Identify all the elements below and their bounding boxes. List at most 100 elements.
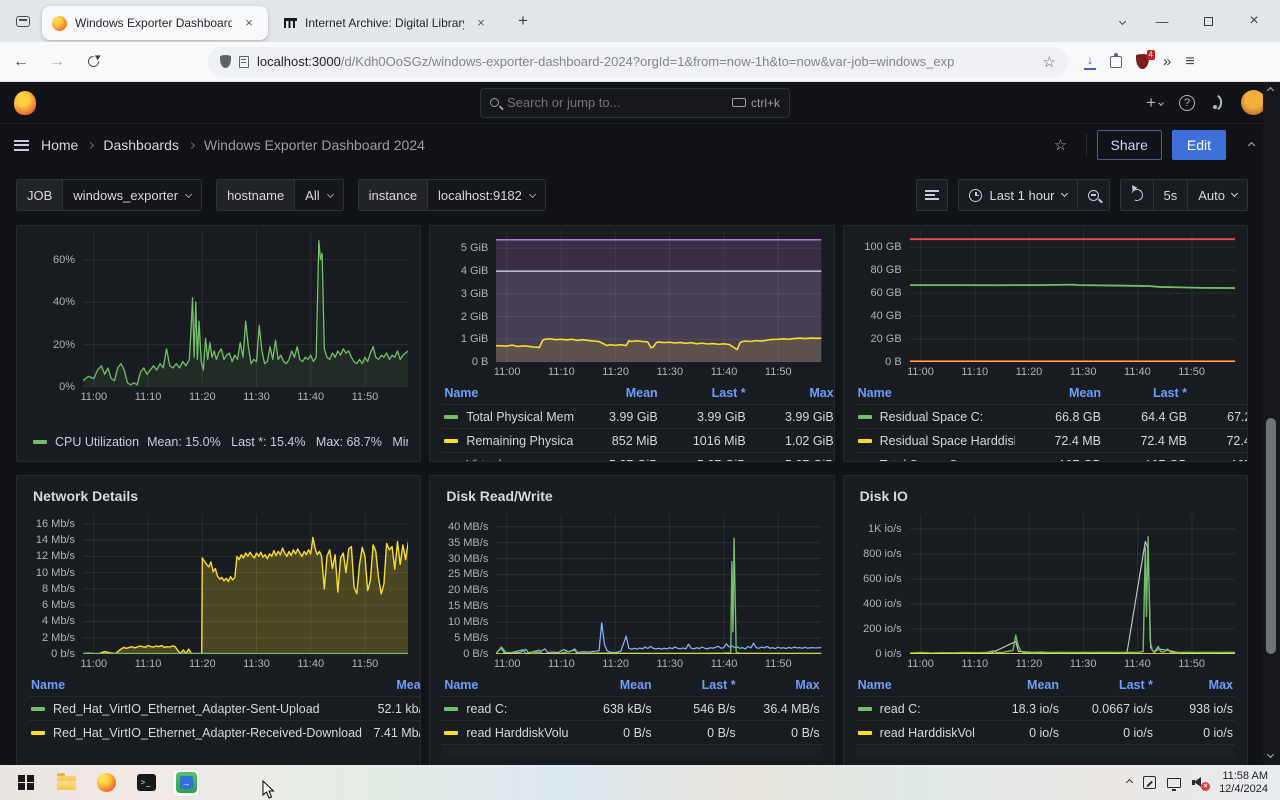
variable-hostname[interactable]: hostname All <box>216 179 344 211</box>
tab-archive[interactable]: Internet Archive: Digital Library × <box>274 6 500 40</box>
tab-close-icon[interactable]: × <box>477 15 485 30</box>
page-info-icon[interactable] <box>239 55 249 68</box>
input-indicator-icon[interactable] <box>1143 776 1157 789</box>
search-input[interactable] <box>507 95 724 110</box>
news-button[interactable] <box>1211 96 1225 110</box>
adblock-shield-button[interactable]: 4 <box>1136 50 1155 69</box>
scrollbar-thumb[interactable] <box>1266 418 1276 654</box>
extensions-button[interactable] <box>1110 52 1122 68</box>
file-explorer-button[interactable] <box>52 769 80 797</box>
list-all-tabs-button[interactable] <box>1108 6 1136 36</box>
new-tab-button[interactable]: + <box>518 11 528 30</box>
avatar[interactable] <box>1241 90 1266 115</box>
share-button[interactable]: Share <box>1096 130 1162 160</box>
downloads-button[interactable]: ↓ <box>1084 53 1096 70</box>
legend-table-row[interactable]: read HarddiskVolume10 B/s0 B/s0 B/s <box>442 720 822 744</box>
tab-close-icon[interactable]: × <box>245 15 253 30</box>
terminal-button[interactable]: >_ <box>132 769 160 797</box>
start-button[interactable] <box>12 769 40 797</box>
variable-job[interactable]: JOB windows_exporter <box>16 179 203 211</box>
legend-table-row[interactable]: read HarddiskVolume10 io/s0 io/s0 io/s <box>855 720 1235 744</box>
variable-instance[interactable]: instance localhost:9182 <box>357 179 546 211</box>
panel-title[interactable]: Network Details <box>33 488 139 504</box>
dashboard-controls: JOB windows_exporter hostname All instan… <box>16 178 1248 212</box>
chevron-up-icon <box>1247 141 1255 149</box>
firefox-button[interactable] <box>92 769 120 797</box>
chevron-down-icon <box>185 190 193 198</box>
network-tray-icon[interactable] <box>1167 777 1182 791</box>
back-button[interactable]: ← <box>13 52 29 70</box>
time-range-picker[interactable]: Last 1 hour <box>959 180 1076 210</box>
active-app-button[interactable]: → <box>172 768 200 797</box>
legend-table-row[interactable]: Red_Hat_VirtIO_Ethernet_Adapter-Sent-Upl… <box>29 696 421 720</box>
firefox-icon <box>96 773 116 792</box>
refresh-mode-picker[interactable]: Auto <box>1187 180 1247 210</box>
scroll-up-icon[interactable] <box>1266 86 1275 95</box>
search-box[interactable]: ctrl+k <box>480 87 790 118</box>
legend-table-row-clipped <box>855 744 1235 758</box>
grafana-logo[interactable] <box>14 90 36 115</box>
restore-button[interactable] <box>1188 6 1228 36</box>
zoom-out-button[interactable] <box>1076 180 1109 210</box>
cpu-chart[interactable]: 0% 20% 40% 60% 11:00 11:10 11:20 11:30 11:40 11:… <box>29 230 409 405</box>
mouse-cursor <box>262 780 275 799</box>
browser-window: Windows Exporter Dashboard 2 × Internet … <box>0 0 1280 82</box>
tray-overflow-chevron[interactable] <box>1126 778 1134 787</box>
taskbar-clock[interactable]: 11:58 AM 12/4/2024 <box>1219 770 1268 796</box>
url-bar[interactable]: localhost:3000/d/Kdh0OoSGz/windows-expor… <box>208 46 1068 77</box>
panel-title[interactable]: Disk Read/Write <box>446 488 553 504</box>
legend-table-row[interactable]: Residual Space HarddiskVolume172.4 MB72.… <box>855 428 1247 452</box>
disk-rw-legend-table: Name Mean Last * Max read C: 638 kB/s 546 B/s 3… <box>442 674 822 758</box>
scroll-down-icon[interactable] <box>1266 750 1275 759</box>
chevron-down-icon <box>1158 99 1164 106</box>
legend-table-row[interactable]: read C: 638 kB/s 546 B/s 36.4 MB/s <box>442 696 822 720</box>
cpu-legend[interactable]: CPU Utilization Mean: 15.0% Last *: 15.4… <box>29 435 408 461</box>
refresh-interval[interactable]: 5s <box>1152 180 1188 210</box>
tab-grafana[interactable]: Windows Exporter Dashboard 2 × <box>42 6 268 40</box>
breadcrumb-home[interactable]: Home <box>41 137 79 153</box>
refresh-button[interactable] <box>1121 180 1153 210</box>
help-button[interactable]: ? <box>1179 94 1195 111</box>
grafana-favicon <box>52 15 67 31</box>
close-window-button[interactable]: × <box>1249 12 1259 29</box>
favorite-star-button[interactable]: ☆ <box>1053 137 1068 154</box>
reload-button[interactable] <box>78 47 108 77</box>
disk-space-chart[interactable]: 0 B 20 GB 40 GB 60 GB 80 GB 100 GB 11:00 11:10… <box>856 230 1235 380</box>
disk-rw-chart[interactable]: 0 B/s 5 MB/s 10 MB/s 15 MB/s 20 MB/s 25 MB/s 3… <box>442 514 821 672</box>
mega-menu-button[interactable] <box>14 139 29 151</box>
legend-table-row[interactable]: read C: 18.3 io/s 0.0667 io/s 938 io/s <box>855 696 1235 720</box>
app-menu-button[interactable]: ≡ <box>1185 52 1195 70</box>
y-axis: 0 B/s 5 MB/s 10 MB/s 15 MB/s 20 MB/s 25 MB/s 3… <box>447 520 489 660</box>
legend-table-row[interactable]: Total Space C:107 GB107 GB107 GB <box>855 452 1247 461</box>
panel-network: Network Details 0 b/s 2 Mb/s 4 Mb/s 6 Mb/s 8… <box>16 475 422 765</box>
edit-button[interactable]: Edit <box>1171 130 1226 160</box>
bookmark-star-icon[interactable]: ☆ <box>1042 53 1056 71</box>
legend-table-row[interactable]: Red_Hat_VirtIO_Ethernet_Adapter-Received… <box>29 720 421 744</box>
tracking-protection-icon[interactable] <box>220 55 231 68</box>
dashboard-outline-button[interactable] <box>916 179 949 211</box>
panel-title[interactable]: Disk IO <box>859 488 908 504</box>
breadcrumb-dashboards[interactable]: Dashboards <box>103 137 179 153</box>
variable-value: localhost:9182 <box>438 187 522 203</box>
firefox-view-button[interactable] <box>8 7 38 35</box>
zoom-out-icon <box>1087 189 1099 201</box>
y-axis: 0 B 20 GB 40 GB 60 GB 80 GB 100 GB <box>864 241 902 368</box>
disk-io-chart[interactable]: 0 io/s 200 io/s 400 io/s 600 io/s 800 io/s 1K… <box>856 514 1235 672</box>
scrollbar[interactable] <box>1263 82 1280 765</box>
volume-muted-icon[interactable]: × <box>1192 776 1211 791</box>
collapse-topbar-button[interactable] <box>1236 130 1266 160</box>
series-swatch <box>33 440 47 444</box>
new-dashboard-button[interactable]: + <box>1146 93 1164 113</box>
overflow-menu-button[interactable]: » <box>1163 53 1172 70</box>
minimize-button[interactable]: — <box>1155 13 1169 29</box>
forward-button[interactable]: → <box>49 52 65 70</box>
network-chart[interactable]: 0 b/s 2 Mb/s 4 Mb/s 6 Mb/s 8 Mb/s 10 Mb/s 12 M… <box>29 514 409 672</box>
